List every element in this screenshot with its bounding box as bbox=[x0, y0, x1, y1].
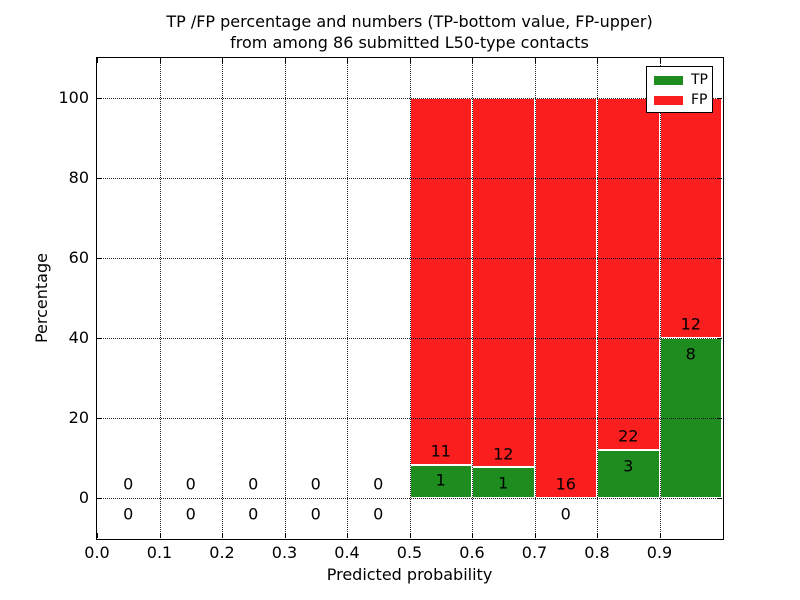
x-tick-label-0.7: 0.7 bbox=[521, 543, 548, 562]
fp-count-label-0.7: 16 bbox=[555, 474, 576, 494]
x-tick-top-0 bbox=[97, 58, 99, 63]
bar-fp-0.5 bbox=[409, 98, 472, 465]
x-tick-bottom-0.6 bbox=[472, 533, 474, 538]
y-tick-label-0: 0 bbox=[78, 488, 89, 507]
legend-item-tp: TP bbox=[654, 73, 708, 87]
bar-fp-0.9 bbox=[659, 98, 722, 338]
x-tick-top-0.4 bbox=[347, 58, 349, 63]
legend-label-fp: FP bbox=[691, 92, 708, 108]
y-tick-right-100 bbox=[717, 98, 722, 100]
gridline-x-0.6 bbox=[472, 58, 473, 538]
x-tick-label-0.2: 0.2 bbox=[209, 543, 235, 562]
bar-tp-0.8 bbox=[597, 450, 660, 498]
x-tick-label-0.8: 0.8 bbox=[584, 543, 610, 562]
legend: TP FP bbox=[646, 66, 713, 113]
tp-swatch bbox=[654, 75, 683, 85]
x-axis-label: Predicted probability bbox=[326, 565, 493, 584]
x-tick-bottom-0.2 bbox=[222, 533, 224, 538]
fp-count-label-0.9: 12 bbox=[680, 314, 701, 334]
fp-count-label-0.6: 12 bbox=[493, 444, 514, 464]
tp-count-label-0.8: 3 bbox=[623, 456, 634, 476]
y-tick-left-100 bbox=[97, 98, 102, 100]
chart-title-line1: TP /FP percentage and numbers (TP-bottom… bbox=[166, 12, 653, 31]
fp-count-label-0.4: 0 bbox=[373, 474, 384, 494]
gridline-x-0.9 bbox=[659, 58, 661, 538]
gridline-x-0.5 bbox=[409, 58, 411, 538]
y-tick-label-80: 80 bbox=[68, 168, 89, 187]
y-tick-right-60 bbox=[717, 258, 722, 260]
x-tick-label-0.6: 0.6 bbox=[459, 543, 485, 562]
x-tick-bottom-0.1 bbox=[159, 533, 161, 538]
fp-count-label-0.1: 0 bbox=[185, 474, 196, 494]
chart-title: TP /FP percentage and numbers (TP-bottom… bbox=[97, 11, 722, 53]
x-tick-top-0.2 bbox=[222, 58, 224, 63]
fp-count-label-0.2: 0 bbox=[248, 474, 259, 494]
bar-fp-0.8 bbox=[597, 98, 660, 450]
x-tick-label-0.9: 0.9 bbox=[646, 543, 673, 562]
tp-count-label-0.5: 1 bbox=[435, 470, 446, 490]
legend-item-fp: FP bbox=[654, 93, 708, 107]
tp-count-label-0.4: 0 bbox=[373, 504, 384, 524]
y-tick-left-40 bbox=[97, 338, 102, 340]
y-tick-right-20 bbox=[717, 418, 722, 420]
y-tick-left-20 bbox=[97, 418, 102, 420]
plot-area: 0 0 0 0 0 0 0 0 0 0 11 1 12 1 16 0 22 3 12 8 bbox=[95, 56, 724, 540]
y-axis-label: Percentage bbox=[32, 253, 51, 344]
y-tick-right-0 bbox=[717, 498, 722, 500]
tp-count-label-0.2: 0 bbox=[248, 504, 259, 524]
tp-count-label-0.9: 8 bbox=[685, 344, 696, 364]
bar-fp-0.6 bbox=[472, 98, 535, 468]
x-tick-top-0.3 bbox=[284, 58, 286, 63]
x-tick-bottom-0.3 bbox=[284, 533, 286, 538]
x-tick-bottom-0.7 bbox=[534, 533, 536, 538]
fp-count-label-0: 0 bbox=[123, 474, 134, 494]
gridline-x-0.7 bbox=[534, 58, 536, 538]
x-tick-top-0.8 bbox=[597, 58, 599, 63]
gridline-x-0.3 bbox=[284, 58, 286, 538]
y-tick-right-40 bbox=[717, 338, 722, 340]
fp-swatch bbox=[654, 95, 683, 105]
gridline-x-0.1 bbox=[159, 58, 161, 538]
gridline-x-0.2 bbox=[222, 58, 223, 538]
tp-count-label-0.3: 0 bbox=[310, 504, 321, 524]
y-tick-left-80 bbox=[97, 178, 102, 180]
x-tick-bottom-0 bbox=[97, 533, 99, 538]
x-tick-top-0.5 bbox=[409, 58, 411, 63]
gridline-x-0.4 bbox=[347, 58, 348, 538]
y-tick-left-60 bbox=[97, 258, 102, 260]
legend-label-tp: TP bbox=[691, 72, 708, 88]
fp-count-label-0.3: 0 bbox=[310, 474, 321, 494]
tp-count-label-0.7: 0 bbox=[560, 504, 571, 524]
chart-title-line2: from among 86 submitted L50-type contact… bbox=[230, 33, 589, 52]
y-tick-right-80 bbox=[717, 178, 722, 180]
y-tick-label-100: 100 bbox=[58, 88, 89, 107]
x-tick-label-0.3: 0.3 bbox=[271, 543, 298, 562]
bar-fp-0.7 bbox=[534, 98, 597, 498]
x-tick-bottom-0.4 bbox=[347, 533, 349, 538]
x-tick-top-0.1 bbox=[159, 58, 161, 63]
tp-count-label-0.6: 1 bbox=[498, 473, 509, 493]
y-tick-label-60: 60 bbox=[68, 248, 89, 267]
x-tick-top-0.7 bbox=[534, 58, 536, 63]
fp-count-label-0.5: 11 bbox=[430, 441, 451, 461]
x-tick-label-0.4: 0.4 bbox=[334, 543, 360, 562]
tp-count-label-0: 0 bbox=[123, 504, 134, 524]
y-tick-left-0 bbox=[97, 498, 102, 500]
x-tick-label-0.1: 0.1 bbox=[146, 543, 173, 562]
y-tick-label-40: 40 bbox=[68, 328, 89, 347]
x-tick-top-0.6 bbox=[472, 58, 474, 63]
y-tick-label-20: 20 bbox=[68, 408, 89, 427]
x-tick-bottom-0.9 bbox=[659, 533, 661, 538]
x-tick-label-0.5: 0.5 bbox=[396, 543, 423, 562]
x-tick-top-0.9 bbox=[659, 58, 661, 63]
fp-count-label-0.8: 22 bbox=[618, 426, 639, 446]
tp-count-label-0.1: 0 bbox=[185, 504, 196, 524]
x-tick-bottom-0.8 bbox=[597, 533, 599, 538]
x-tick-label-0.0: 0.0 bbox=[84, 543, 110, 562]
gridline-x-0.8 bbox=[597, 58, 598, 538]
x-tick-bottom-0.5 bbox=[409, 533, 411, 538]
